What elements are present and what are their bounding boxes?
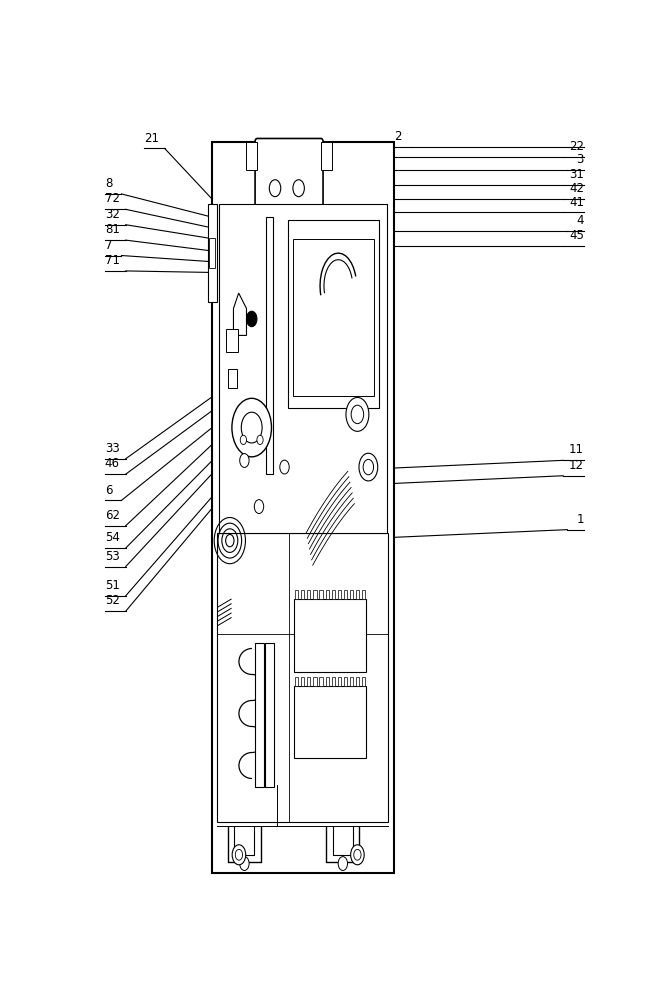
Bar (219, 204, 386, 533)
Text: 81: 81 (105, 223, 120, 236)
Text: 1: 1 (577, 513, 584, 526)
Bar (294, 599, 366, 672)
Text: 3: 3 (577, 153, 584, 166)
Bar (255, 643, 264, 787)
Text: 31: 31 (569, 168, 584, 181)
Bar (294, 686, 366, 758)
Text: 11: 11 (569, 443, 584, 456)
Text: 33: 33 (105, 442, 120, 455)
Bar (350, 590, 353, 599)
Bar (295, 590, 298, 599)
Bar (246, 142, 257, 170)
Bar (217, 533, 388, 822)
Bar (313, 590, 317, 599)
Text: 21: 21 (144, 132, 159, 145)
Text: 52: 52 (105, 594, 120, 607)
Bar (208, 204, 217, 302)
Circle shape (240, 857, 249, 870)
Bar (338, 677, 341, 686)
Circle shape (247, 311, 257, 327)
Bar (321, 142, 333, 170)
Text: 62: 62 (105, 509, 120, 522)
Circle shape (293, 180, 304, 197)
Bar (356, 590, 359, 599)
Bar (228, 369, 237, 388)
Text: 41: 41 (569, 196, 584, 209)
Bar (362, 677, 365, 686)
Circle shape (351, 405, 364, 424)
Text: 7: 7 (105, 239, 112, 252)
Text: 51: 51 (105, 579, 120, 592)
Text: 4: 4 (577, 214, 584, 227)
Circle shape (280, 460, 289, 474)
Bar (288, 220, 379, 408)
Circle shape (351, 845, 364, 865)
Bar (294, 239, 374, 396)
Circle shape (269, 180, 281, 197)
Bar (356, 677, 359, 686)
Bar (331, 590, 335, 599)
Circle shape (241, 412, 262, 443)
Text: 2: 2 (394, 130, 401, 143)
Text: 54: 54 (105, 531, 120, 544)
Bar (325, 677, 329, 686)
Bar (350, 677, 353, 686)
Bar (226, 329, 238, 352)
Text: 32: 32 (105, 208, 120, 221)
Bar (319, 590, 323, 599)
Bar (212, 142, 394, 873)
Bar (301, 677, 304, 686)
Bar (344, 590, 347, 599)
Circle shape (363, 459, 374, 475)
Bar (307, 590, 310, 599)
Bar (301, 590, 304, 599)
Circle shape (241, 435, 247, 445)
Bar (362, 590, 365, 599)
Circle shape (254, 500, 263, 514)
Text: 12: 12 (569, 459, 584, 472)
Circle shape (257, 435, 263, 445)
Text: 53: 53 (105, 550, 120, 563)
Circle shape (359, 453, 378, 481)
Bar (266, 217, 273, 474)
Bar (209, 238, 215, 268)
Bar (313, 677, 317, 686)
Bar (338, 590, 341, 599)
Polygon shape (233, 293, 247, 335)
Text: 22: 22 (569, 140, 584, 153)
Text: 8: 8 (105, 177, 112, 190)
Circle shape (353, 849, 361, 860)
Bar (344, 677, 347, 686)
Circle shape (240, 454, 249, 467)
Bar (265, 643, 274, 787)
Text: 71: 71 (105, 254, 120, 267)
Bar (319, 677, 323, 686)
Circle shape (232, 845, 246, 865)
Circle shape (235, 849, 243, 860)
Text: 72: 72 (105, 192, 120, 205)
FancyBboxPatch shape (255, 138, 323, 207)
Bar (295, 677, 298, 686)
Text: 42: 42 (569, 182, 584, 195)
Text: 46: 46 (105, 457, 120, 470)
Bar (307, 677, 310, 686)
Bar (331, 677, 335, 686)
Circle shape (346, 397, 369, 431)
Circle shape (338, 857, 347, 870)
Circle shape (232, 398, 271, 457)
Bar (325, 590, 329, 599)
Text: 45: 45 (569, 229, 584, 242)
Text: 6: 6 (105, 484, 112, 497)
